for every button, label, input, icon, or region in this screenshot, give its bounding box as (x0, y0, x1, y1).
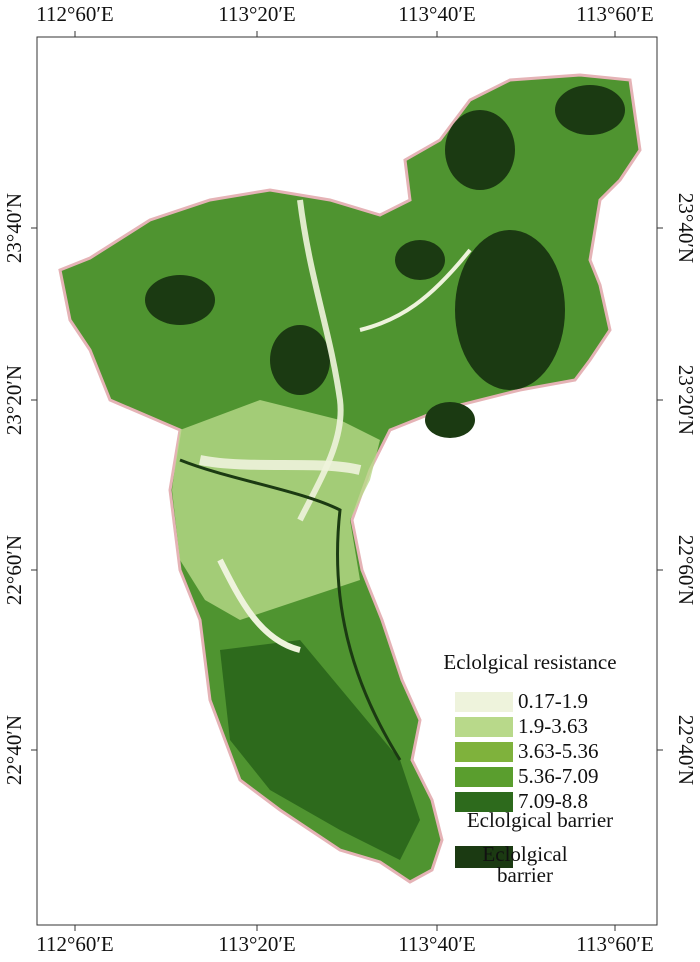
x-label-bottom: 113°40′E (398, 932, 476, 956)
legend-label: 5.36-7.09 (518, 764, 599, 788)
river (179, 458, 402, 761)
y-label-right: 23°40′N (674, 193, 698, 263)
x-label-top: 113°20′E (218, 2, 296, 26)
y-label-right: 23°20′N (674, 365, 698, 435)
legend-swatch (455, 742, 513, 762)
barrier-patch (220, 640, 420, 860)
barrier-patch (145, 275, 215, 325)
region (58, 73, 642, 884)
legend-label: 0.17-1.9 (518, 689, 588, 713)
barrier-patch (395, 240, 445, 280)
y-label-left: 22°60′N (2, 535, 26, 605)
legend: Eclolgical resistance 0.17-1.91.9-3.633.6… (443, 650, 617, 868)
barrier-patch (445, 110, 515, 190)
legend-label: 1.9-3.63 (518, 714, 588, 738)
urban-corridor (297, 199, 344, 522)
x-label-bottom: 113°20′E (218, 932, 296, 956)
legend-barrier-label: Eclolgical barrier (482, 842, 568, 887)
barrier-patch (270, 325, 330, 395)
urban-corridor (217, 558, 301, 653)
legend-label: 3.63-5.36 (518, 739, 599, 763)
x-label-bottom: 113°60′E (576, 932, 654, 956)
y-label-right: 22°40′N (674, 715, 698, 785)
urban-corridor (359, 248, 472, 332)
y-label-left: 23°40′N (2, 193, 26, 263)
barrier-patch (555, 85, 625, 135)
barrier-patch (455, 230, 565, 390)
legend-swatch (455, 767, 513, 787)
legend-label: 7.09-8.8 (518, 789, 588, 813)
x-label-top: 112°60′E (36, 2, 114, 26)
x-label-bottom: 112°60′E (36, 932, 114, 956)
legend-swatch (455, 692, 513, 712)
y-label-left: 23°20′N (2, 365, 26, 435)
urban-corridor (199, 455, 362, 475)
y-label-right: 22°60′N (674, 535, 698, 605)
map-frame (36, 36, 658, 926)
legend-swatch (455, 717, 513, 737)
legend-barrier-title: Eclolgical barrier (467, 808, 613, 832)
y-label-left: 22°40′N (2, 715, 26, 785)
x-label-top: 113°40′E (398, 2, 476, 26)
legend-title: Eclolgical resistance (443, 650, 616, 674)
barrier-patch (425, 402, 475, 438)
x-label-top: 113°60′E (576, 2, 654, 26)
legend-swatch (455, 792, 513, 812)
legend-swatch (455, 846, 513, 868)
